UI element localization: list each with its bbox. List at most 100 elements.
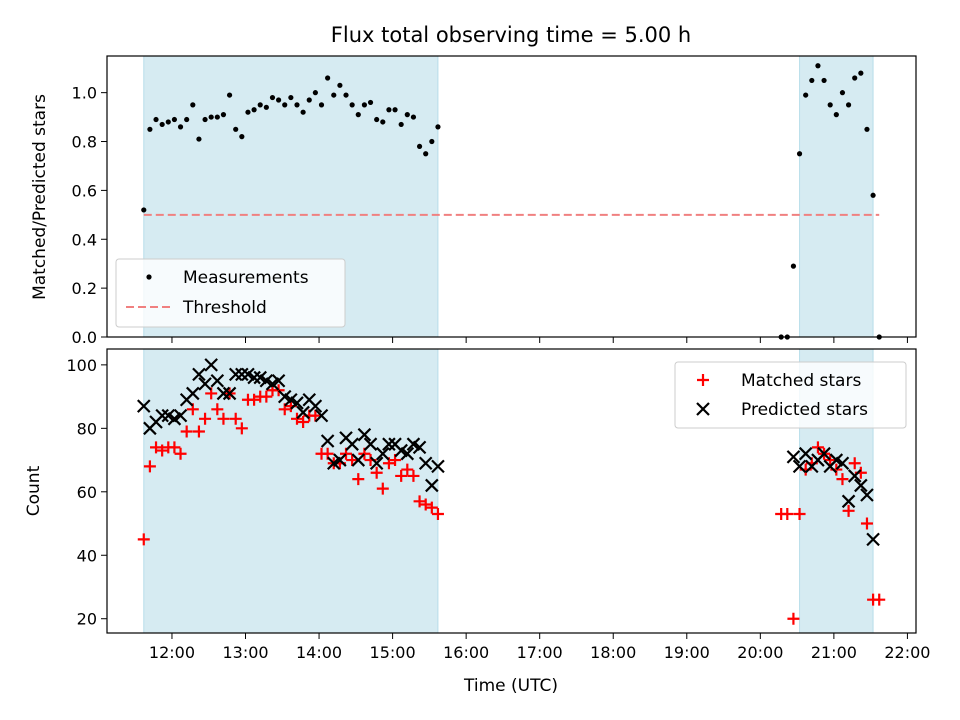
- matched-point: [272, 384, 285, 397]
- x-tick-label: 14:00: [296, 643, 342, 662]
- x-tick-label: 18:00: [590, 643, 636, 662]
- y-tick-label: 100: [66, 356, 97, 375]
- predicted-point: [376, 446, 390, 461]
- predicted-point: [798, 446, 813, 461]
- matched-point: [376, 482, 389, 495]
- predicted-point: [363, 437, 378, 451]
- measurement-point: [325, 75, 331, 81]
- matched-point: [395, 469, 408, 482]
- predicted-point: [192, 367, 206, 382]
- measurement-point: [220, 112, 227, 118]
- measurement-point: [288, 94, 294, 101]
- top-ylabel: Matched/Predicted stars: [30, 94, 50, 300]
- measurement-point: [165, 119, 171, 125]
- matched-point: [401, 463, 414, 476]
- shaded-interval: [143, 348, 439, 634]
- matched-point: [407, 469, 420, 482]
- predicted-point: [351, 453, 366, 467]
- x-tick-label: 20:00: [737, 643, 783, 662]
- x-tick-label: 21:00: [811, 643, 857, 662]
- matched-point: [842, 504, 855, 517]
- measurement-point: [416, 143, 423, 150]
- matched-point: [425, 501, 438, 514]
- y-tick-label: 0.2: [72, 279, 97, 298]
- measurement-point: [870, 192, 876, 198]
- matched-point: [352, 473, 365, 486]
- x-tick-label: 22:00: [884, 643, 930, 662]
- measurement-point: [374, 116, 380, 123]
- measurement-point: [386, 107, 392, 113]
- predicted-point: [786, 450, 801, 464]
- y-tick-label: 40: [77, 546, 97, 565]
- predicted-point: [425, 478, 439, 493]
- predicted-point: [210, 373, 225, 388]
- predicted-point: [290, 396, 304, 410]
- predicted-point: [835, 456, 850, 471]
- legend-predicted-label: Predicted stars: [741, 400, 868, 420]
- matched-point: [781, 508, 794, 521]
- measurement-point: [410, 114, 417, 120]
- predicted-point: [866, 532, 880, 547]
- legend-predicted-marker: [696, 402, 710, 416]
- matched-point: [848, 457, 861, 470]
- measurement-point: [815, 63, 821, 69]
- measurement-point: [153, 116, 159, 123]
- measurement-point: [367, 99, 374, 106]
- top-axes-frame: [106, 55, 917, 338]
- matched-point: [787, 612, 800, 625]
- predicted-point: [204, 358, 218, 372]
- measurement-point: [435, 124, 441, 130]
- measurement-point: [821, 77, 827, 84]
- matched-point: [156, 444, 169, 457]
- predicted-point: [333, 453, 347, 467]
- measurement-point: [294, 102, 300, 108]
- measurement-point: [318, 102, 325, 108]
- predicted-point: [369, 456, 384, 471]
- y-tick-label: 20: [77, 610, 97, 629]
- predicted-point: [817, 446, 831, 461]
- matched-point: [346, 454, 359, 467]
- measurement-point: [429, 138, 435, 145]
- measurement-point: [343, 92, 349, 98]
- measurement-point: [306, 97, 312, 103]
- matched-point: [235, 422, 248, 435]
- y-tick-label: 0.8: [72, 133, 97, 152]
- predicted-point: [222, 386, 237, 401]
- matched-point: [297, 415, 310, 428]
- measurement-point: [190, 102, 196, 108]
- legend-measurements-marker: [146, 274, 152, 280]
- predicted-point: [382, 437, 396, 451]
- matched-point: [873, 593, 886, 606]
- measurement-point: [196, 136, 202, 142]
- y-tick-label: 80: [77, 419, 97, 438]
- measurement-point: [233, 126, 239, 132]
- matched-point: [260, 390, 273, 403]
- measurement-point: [380, 119, 386, 125]
- measurement-point: [147, 126, 153, 132]
- measurement-point: [177, 124, 184, 130]
- bottom-shaded-intervals: [143, 348, 874, 634]
- predicted-point: [357, 427, 372, 442]
- measurement-point: [282, 102, 288, 108]
- predicted-point: [308, 399, 323, 413]
- matched-point: [150, 441, 163, 454]
- bottom-plot-data: [136, 358, 886, 625]
- measurement-point: [300, 109, 306, 115]
- y-tick-label: 0.0: [72, 328, 97, 347]
- x-tick-label: 15:00: [370, 643, 416, 662]
- top-plot-data: [141, 63, 882, 340]
- top-legend-box: [115, 258, 346, 328]
- matched-point: [143, 460, 156, 473]
- measurement-point: [858, 70, 864, 76]
- predicted-point: [271, 373, 286, 388]
- matched-point: [211, 403, 224, 416]
- bottom-axes-frame: [106, 348, 917, 634]
- matched-point: [419, 498, 432, 511]
- matched-point: [290, 412, 303, 425]
- shaded-interval: [799, 55, 874, 338]
- measurement-point: [845, 102, 852, 108]
- measurement-point: [184, 116, 190, 123]
- measurement-point: [790, 263, 797, 269]
- predicted-point: [216, 386, 231, 401]
- predicted-point: [247, 370, 261, 385]
